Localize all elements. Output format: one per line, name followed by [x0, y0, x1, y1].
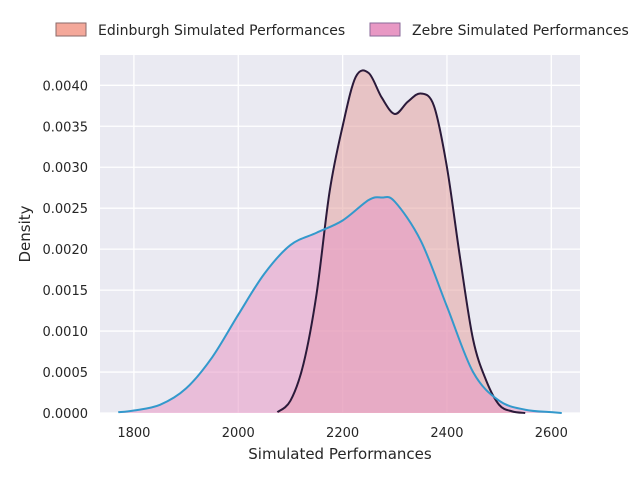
x-tick-label: 2600 [535, 426, 568, 441]
y-tick-label: 0.0035 [43, 120, 89, 135]
y-tick-label: 0.0025 [43, 202, 89, 217]
x-axis-label: Simulated Performances [248, 445, 432, 463]
y-tick-label: 0.0015 [43, 284, 89, 299]
y-axis-label: Density [16, 205, 34, 262]
x-tick-label: 1800 [117, 426, 150, 441]
y-tick-label: 0.0005 [43, 366, 89, 381]
series-layer [118, 69, 562, 414]
y-tick-label: 0.0020 [43, 243, 89, 258]
x-tick-label: 2400 [430, 426, 463, 441]
legend: Edinburgh Simulated Performances Zebre S… [55, 22, 629, 39]
y-tick-label: 0.0040 [43, 79, 89, 94]
y-tick-label: 0.0000 [43, 407, 89, 422]
zebre-density-area [118, 196, 562, 413]
y-tick-label: 0.0010 [43, 325, 89, 340]
edinburgh-density-line [276, 69, 526, 414]
legend-swatch-zebre [369, 22, 401, 37]
zebre-density-line [118, 195, 562, 414]
y-tick-label: 0.0030 [43, 161, 89, 176]
x-tick-label: 2000 [222, 426, 255, 441]
legend-swatch-edinburgh [55, 22, 87, 37]
tick-labels: 1800 2000 2200 2400 2600 0.0000 0.0005 0.0010 0.… [43, 79, 568, 441]
x-tick-label: 2200 [326, 426, 359, 441]
legend-label-edinburgh: Edinburgh Simulated Performances [98, 23, 345, 39]
legend-label-zebre: Zebre Simulated Performances [412, 23, 629, 39]
